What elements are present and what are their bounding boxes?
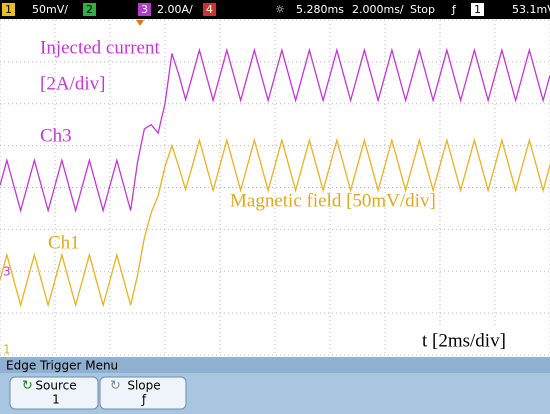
softkey-icon: ↻	[110, 379, 121, 394]
ch1-badge	[2, 3, 15, 16]
softkey-label: Slope	[127, 379, 160, 393]
ch3-scale: 2.00A/	[157, 3, 193, 16]
timebase-box	[418, 328, 520, 354]
delay-icon: ☼	[275, 3, 285, 16]
trace	[0, 137, 550, 308]
annotation: Ch1	[48, 232, 80, 253]
status-bar	[0, 0, 550, 19]
trace	[0, 47, 550, 213]
trigger-slope: ƒ	[451, 3, 457, 16]
softkey-value: ƒ	[141, 393, 147, 407]
delay: 5.280ms	[296, 3, 344, 16]
ch4-number: 4	[206, 3, 213, 16]
softkey-label: Source	[35, 379, 76, 393]
softkey[interactable]	[99, 376, 187, 410]
softkey[interactable]	[9, 376, 99, 410]
ch3-number: 3	[141, 3, 148, 16]
ch2-badge	[83, 3, 96, 16]
menu-title-bar	[0, 357, 550, 373]
trigger-source: 1	[474, 3, 481, 16]
menu-title: Edge Trigger Menu	[6, 359, 118, 373]
trigger-source-badge	[471, 3, 484, 16]
run-state: Stop	[410, 3, 435, 16]
ch1-scale: 50mV/	[32, 3, 68, 16]
annotation: t [2ms/div]	[422, 330, 506, 351]
plot-area	[0, 19, 550, 356]
annotation: Ch3	[40, 125, 72, 146]
annotation: Injected current	[40, 37, 160, 58]
softkey-value: 1	[52, 393, 60, 407]
ch2-number: 2	[86, 3, 93, 16]
trigger-marker	[136, 20, 144, 26]
ch1-number: 1	[5, 3, 12, 16]
annotation: Magnetic field [50mV/div]	[230, 190, 436, 211]
ch1-marker: 1	[3, 343, 11, 357]
timebase: 2.000ms/	[352, 3, 404, 16]
ch3-badge	[138, 3, 151, 16]
ch3-marker: 3	[3, 265, 11, 279]
annotation: [2A/div]	[40, 73, 105, 94]
softkey-icon: ↻	[22, 379, 33, 394]
ch4-badge	[203, 3, 216, 16]
trigger-level: 53.1mV	[512, 3, 550, 16]
